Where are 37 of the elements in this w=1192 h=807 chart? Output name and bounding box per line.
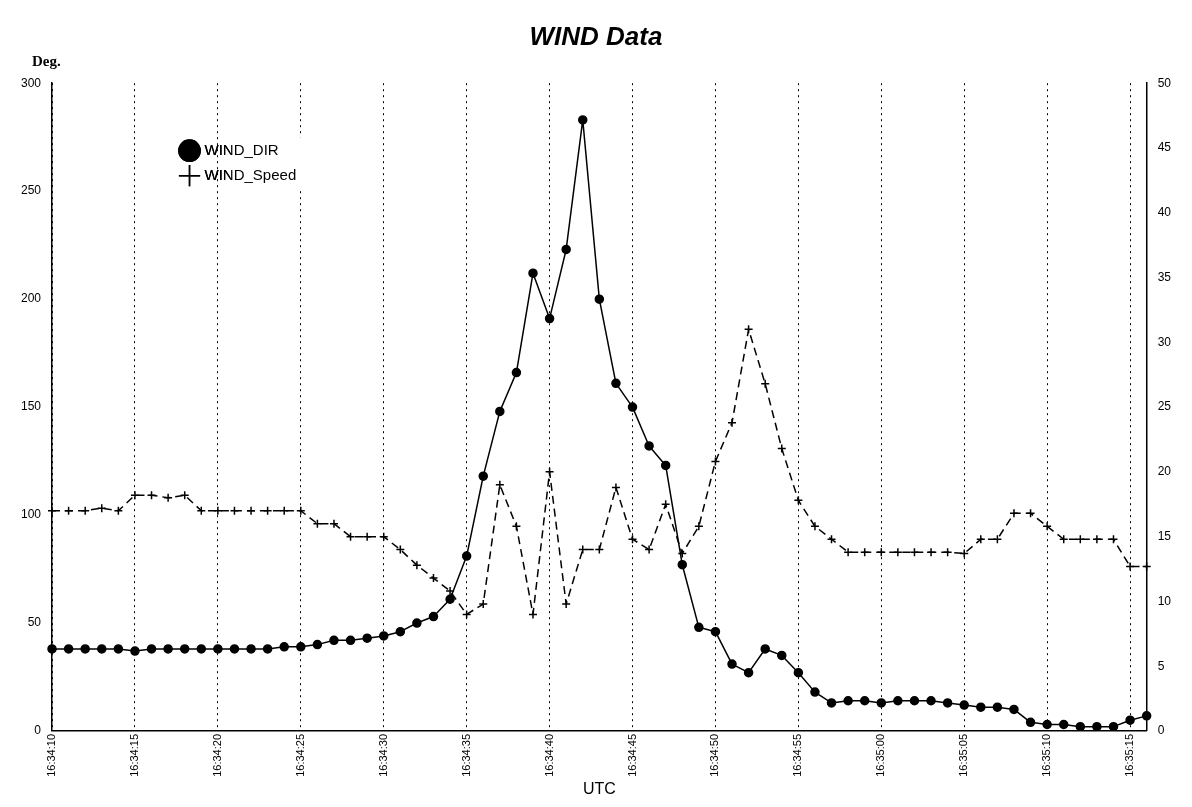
y2-tick-label: 50 <box>1157 75 1172 90</box>
y2-tick-label: 5 <box>1157 658 1165 673</box>
y2-tick-label: 25 <box>1157 399 1172 414</box>
x-tick-label: 16:35:15 <box>1123 733 1136 777</box>
x-tick-label: 16:34:30 <box>376 733 389 777</box>
x-tick-label: 16:34:50 <box>708 733 721 777</box>
x-tick-label: 16:35:05 <box>957 733 970 777</box>
x-tick-label: 16:34:20 <box>210 733 223 777</box>
y2-tick-label: 45 <box>1157 140 1172 155</box>
x-tick-label: 16:35:00 <box>874 733 887 777</box>
y-tick-label: 200 <box>20 291 42 306</box>
x-tick-label: 16:34:25 <box>293 733 306 777</box>
x-tick-label: 16:34:10 <box>45 733 58 777</box>
y2-tick-label: 30 <box>1157 334 1172 349</box>
chart-title: WIND Data <box>529 20 663 51</box>
y-tick-label: 100 <box>20 507 42 522</box>
y2-tick-label: 15 <box>1157 528 1172 543</box>
y-tick-label: 250 <box>20 183 42 198</box>
legend-label: WIND_Speed <box>204 165 297 183</box>
y2-tick-label: 40 <box>1157 205 1172 220</box>
x-tick-label: 16:35:10 <box>1040 733 1053 777</box>
y2-tick-label: 10 <box>1157 593 1172 608</box>
y2-tick-label: 35 <box>1157 269 1172 284</box>
y-tick-label: 50 <box>27 615 42 630</box>
y2-tick-label: 20 <box>1157 464 1172 479</box>
x-axis-title: UTC <box>582 779 616 797</box>
x-tick-label: 16:34:35 <box>459 733 472 777</box>
y-tick-label: 300 <box>20 75 42 90</box>
x-tick-label: 16:34:40 <box>542 733 555 777</box>
y2-tick-label: 0 <box>1157 723 1165 738</box>
y-tick-label: 0 <box>34 723 42 738</box>
y-axis-title: Deg. <box>32 52 62 69</box>
x-tick-label: 16:34:55 <box>791 733 804 777</box>
x-tick-label: 16:34:15 <box>127 733 140 777</box>
legend-label: WIND_DIR <box>204 140 279 158</box>
y-tick-label: 150 <box>20 399 42 414</box>
x-tick-label: 16:34:45 <box>625 733 638 777</box>
